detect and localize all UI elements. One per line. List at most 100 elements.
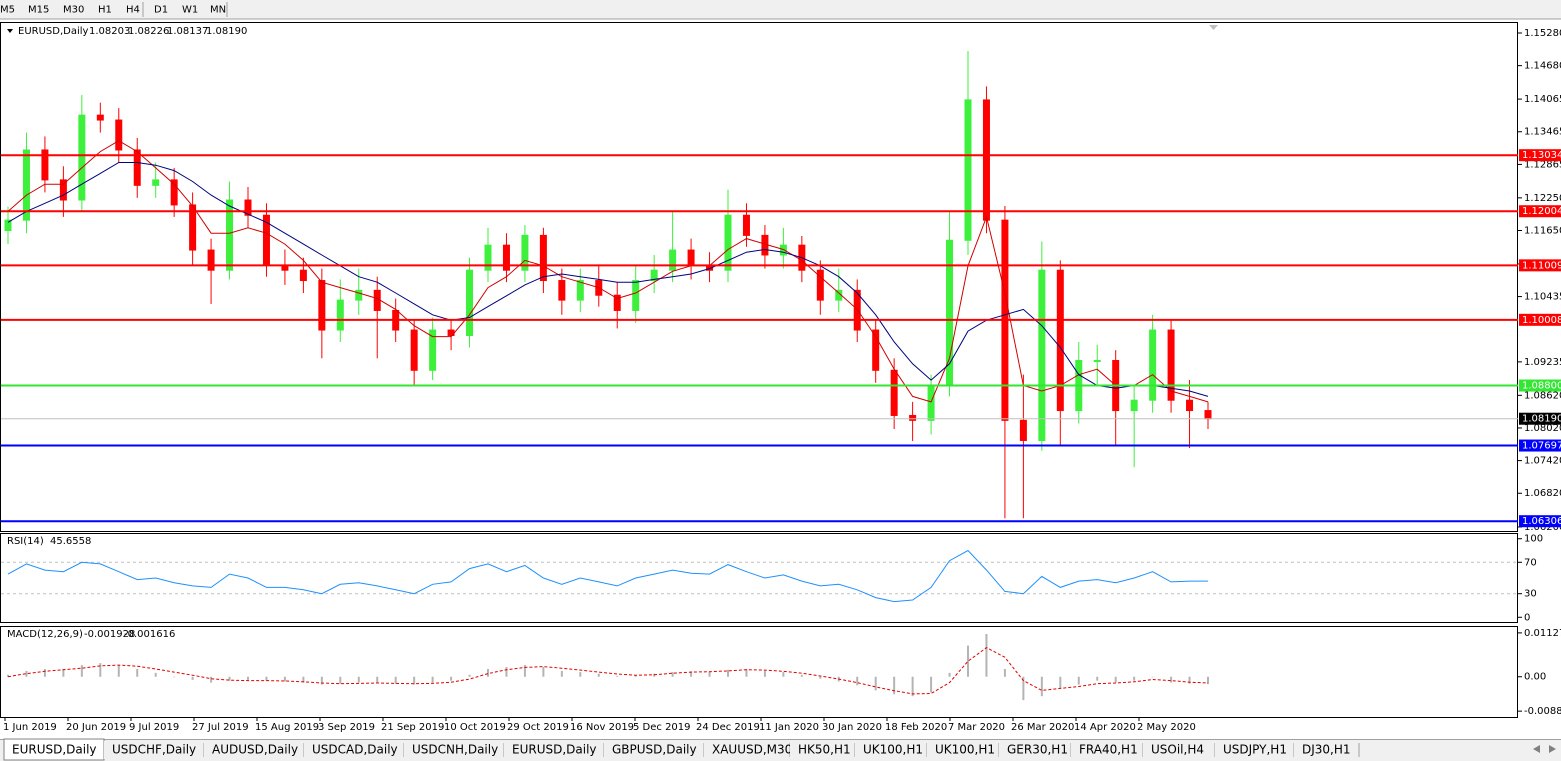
candle-body	[429, 329, 437, 371]
collapse-arrow[interactable]	[7, 29, 13, 33]
tab[interactable]: USDCAD,Daily	[304, 741, 405, 759]
timeframe-button[interactable]: H1	[98, 5, 112, 16]
x-tick-label: 18 Feb 2020	[885, 722, 947, 733]
tab-background	[404, 741, 504, 759]
tab[interactable]: FRA40,H1	[1071, 741, 1144, 759]
candle-body	[687, 249, 695, 266]
rsi-line	[7, 549, 1208, 603]
macd-signal-last: -0.001616	[124, 629, 175, 640]
y-tick-label: 1.08620	[1524, 390, 1561, 401]
tab[interactable]: EURUSD,Daily	[504, 741, 605, 759]
macd-signal	[7, 647, 1209, 695]
y-tick-label: 1.06820	[1524, 488, 1561, 499]
candle-body	[742, 214, 750, 236]
current-price-label: 1.08190	[1522, 414, 1561, 425]
tab[interactable]: USDCHF,Daily	[104, 741, 205, 759]
macd-bar	[560, 670, 563, 677]
tab[interactable]: XAUUSD,M30	[704, 741, 792, 759]
candle-body	[890, 369, 898, 416]
candles	[4, 50, 1212, 519]
macd-bar	[154, 672, 157, 677]
candle-body	[410, 329, 418, 371]
moving-average	[7, 162, 1209, 397]
candle-body	[576, 280, 584, 301]
macd-bar	[597, 673, 600, 677]
x-tick-label: 7 Mar 2020	[948, 722, 1005, 733]
macd-bar	[1040, 676, 1043, 697]
price-line-tag	[1519, 439, 1561, 452]
macd-bar	[136, 668, 139, 677]
rsi-tick-label: 0	[1524, 612, 1530, 623]
x-tick-label: 24 Dec 2019	[696, 722, 760, 733]
timeframe-button[interactable]: M30	[63, 5, 84, 16]
candle-body	[632, 280, 640, 311]
macd-tick-label: 0.011277	[1524, 628, 1561, 639]
tab-background	[999, 741, 1071, 759]
tab[interactable]: UK100,H1	[855, 741, 928, 759]
shift-marker[interactable]	[1209, 25, 1218, 30]
timeframe-label: M5	[0, 5, 15, 16]
macd-bar	[542, 667, 545, 677]
y-tick-label: 1.13465	[1524, 127, 1561, 138]
macd-bar	[616, 675, 619, 677]
candle-body	[1204, 410, 1212, 420]
macd-bar	[948, 672, 951, 677]
macd-bar	[247, 676, 249, 680]
macd-bar	[99, 663, 102, 677]
candle-body	[189, 204, 197, 251]
timeframe-button[interactable]: M15	[28, 5, 49, 16]
candle-body	[613, 294, 621, 311]
macd-bar	[967, 645, 969, 677]
tab-background	[304, 741, 404, 759]
tab[interactable]: USDJPY,H1	[1215, 741, 1295, 759]
macd-bar	[782, 672, 785, 677]
tab[interactable]: HK50,H1	[790, 741, 856, 759]
macd-bar	[413, 676, 416, 685]
rsi-tick-label: 100	[1524, 534, 1543, 545]
tab[interactable]: GER30,H1	[999, 741, 1072, 759]
candle-body	[59, 179, 67, 201]
candle-body	[484, 244, 492, 271]
candle-body	[226, 199, 234, 271]
tab[interactable]: EURUSD,Daily	[3, 738, 105, 761]
tab-background	[1294, 741, 1359, 759]
tab-label: AUDUSD,Daily	[212, 743, 298, 757]
macd-bar	[376, 676, 379, 683]
timeframe-button[interactable]: W1	[182, 5, 198, 16]
macd-bar	[394, 676, 397, 684]
tab[interactable]: AUDUSD,Daily	[204, 741, 305, 759]
tab-label: EURUSD,Daily	[512, 743, 597, 757]
candle-body	[816, 269, 824, 301]
macd-bar	[874, 676, 877, 691]
y-tick-label: 1.09235	[1524, 357, 1561, 368]
x-tick-label: 16 Nov 2019	[570, 722, 634, 733]
candle-body	[4, 219, 12, 231]
macd-bar	[7, 674, 9, 677]
timeframe-label: H1	[98, 5, 112, 16]
candle-body	[170, 179, 178, 206]
current-price-tag	[1519, 412, 1561, 425]
macd-label: MACD(12,26,9)	[7, 629, 83, 640]
tab[interactable]: GBPUSD,Daily	[604, 741, 705, 759]
macd-bar	[173, 676, 176, 678]
price-line-label: 1.11009	[1522, 260, 1561, 271]
tab[interactable]: UK100,H1	[927, 741, 1000, 759]
tab[interactable]: DJ30,H1	[1294, 741, 1360, 759]
tab[interactable]: USOil,H4	[1143, 741, 1216, 759]
candle-body	[152, 179, 160, 186]
timeframe-button[interactable]: MN	[210, 2, 228, 17]
tab-scroll-right[interactable]	[1549, 745, 1556, 753]
macd-bar	[690, 671, 693, 677]
tab[interactable]: USDCNH,Daily	[404, 741, 505, 759]
tab-label: USDCHF,Daily	[112, 743, 196, 757]
tab-label: FRA40,H1	[1079, 743, 1138, 757]
tab-scroll-left[interactable]	[1533, 745, 1540, 753]
tab-label: GBPUSD,Daily	[612, 743, 697, 757]
timeframe-button[interactable]: H4	[126, 2, 144, 17]
tab-label: GER30,H1	[1007, 743, 1068, 757]
y-tick-label: 1.10435	[1524, 292, 1561, 303]
timeframe-button[interactable]: D1	[154, 5, 168, 16]
timeframe-button[interactable]: M5	[0, 5, 15, 16]
tab-label: DJ30,H1	[1302, 743, 1351, 757]
candle-body	[299, 269, 307, 282]
